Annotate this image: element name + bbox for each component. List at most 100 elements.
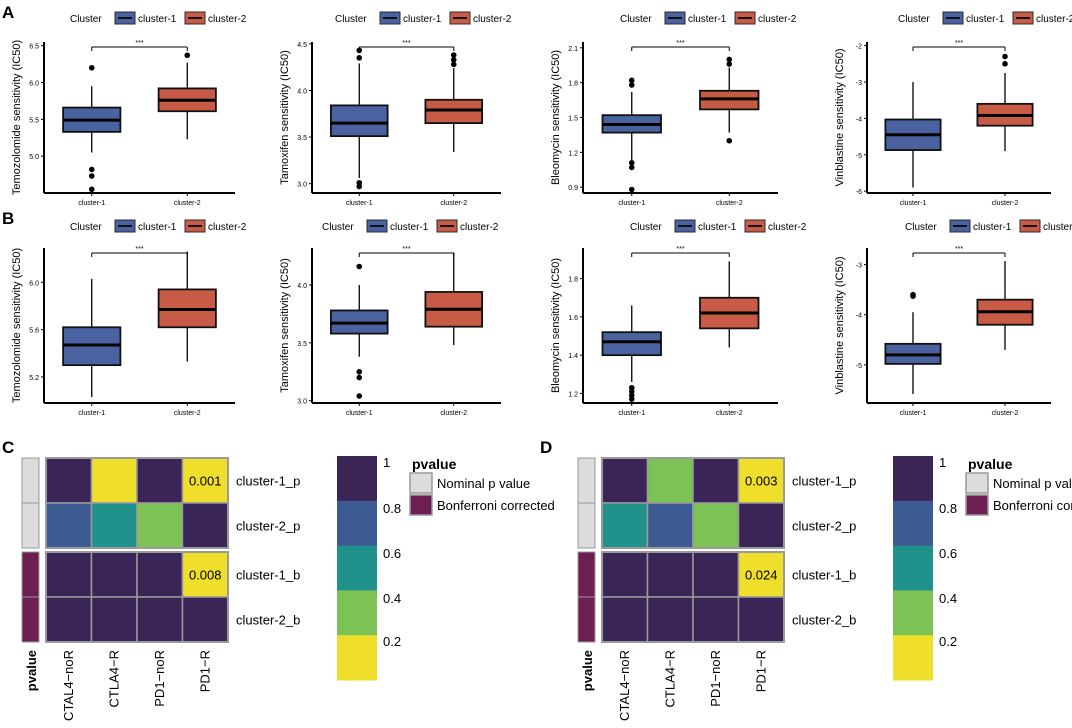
outlier-point (450, 56, 457, 63)
boxplot-b-2: Cluster cluster-1 cluster-2 3.0 3.5 4.0 Tamoxi… (279, 219, 501, 417)
heatmap-cell (646, 502, 694, 549)
annotation-cell-bonferroni (21, 596, 40, 643)
heatmap-cell (45, 551, 93, 598)
colorbar-segment (893, 635, 933, 681)
legend-label-cluster-2: cluster-2 (1043, 222, 1072, 233)
heatmap-cell (45, 502, 93, 549)
y-axis-title: Temozolomide sensitivity (IC50) (11, 248, 23, 403)
heatmap-cell (646, 457, 694, 504)
outlier-point (184, 52, 191, 59)
y-tick-label: 3.5 (297, 135, 307, 142)
heatmap-cell (136, 551, 184, 598)
x-tick-label-cluster-1: cluster-1 (900, 200, 927, 207)
legend-swatch-bonferroni (409, 494, 433, 516)
box-cluster-1 (329, 47, 389, 190)
y-tick-label: 5.6 (29, 328, 39, 335)
box-cluster-2 (157, 251, 217, 362)
y-tick-label: 5.5 (29, 117, 39, 124)
row-label-cluster-2_b: cluster-2_b (792, 613, 856, 628)
y-axis-title: Bleomycin sensitivity (IC50) (550, 258, 562, 393)
outlier-point (88, 166, 95, 173)
box-cluster-2 (699, 261, 760, 348)
box-cluster-2 (424, 52, 483, 152)
colorbar-tick-label: 0.4 (383, 591, 401, 606)
annotation-cell-nominal (21, 457, 40, 504)
outlier-point (450, 61, 457, 68)
outlier-point (356, 183, 363, 190)
legend-swatch-bonferroni (965, 494, 989, 516)
colorbar-segment (337, 590, 377, 636)
annotation-cell-nominal (577, 457, 596, 504)
boxplot-a-3: Cluster cluster-1 cluster-2 0.9 1.2 1.5 1.8 2.1… (550, 11, 797, 207)
y-axis-title: Temozolomide sensitivity (IC50) (11, 40, 23, 195)
colorbar-segment (893, 456, 933, 502)
x-tick-label-cluster-2: cluster-2 (992, 410, 1019, 417)
legend-label-nominal: Nominal p value (437, 476, 530, 491)
y-tick-label: -4 (856, 313, 862, 320)
y-tick-label: 1.2 (568, 150, 578, 157)
outlier-point (356, 368, 363, 375)
pvalue-legend-title: pvalue (412, 456, 457, 472)
heatmap-cell (692, 502, 740, 549)
box-cluster-1 (884, 82, 942, 188)
legend-label-cluster-1: cluster-1 (966, 14, 1005, 25)
column-label: PD1−R (753, 650, 768, 692)
y-axis-title: Bleomycin sensitivity (IC50) (550, 50, 562, 185)
heatmap-cell (90, 596, 138, 643)
panel-label-d: D (540, 438, 552, 457)
heatmap-cell (601, 551, 649, 598)
colorbar-segment (337, 456, 377, 502)
column-label: CTAL4−noR (61, 650, 76, 721)
legend-title: Cluster (898, 14, 930, 25)
y-axis-title: Vinblastine sensitivity (IC50) (834, 257, 846, 395)
x-tick-label-cluster-2: cluster-2 (716, 410, 743, 417)
panel-label-c: C (2, 438, 14, 457)
legend-label-cluster-2: cluster-2 (768, 222, 807, 233)
row-label-cluster-1_b: cluster-1_b (792, 568, 856, 583)
box-cluster-1 (62, 64, 122, 193)
heatmap-panel-d: 0.003 cluster-1_p cluster-2_p 0.024 cluster-… (577, 455, 1072, 721)
heatmap-cell (601, 502, 649, 549)
y-axis-title: Tamoxifen sensitivity (IC50) (279, 258, 291, 393)
colorbar-segment (337, 500, 377, 547)
heatmap-cell (45, 457, 93, 504)
colorbar-tick-label: 0.6 (939, 546, 957, 561)
heatmap-cell (136, 457, 184, 504)
outlier-point (628, 164, 635, 171)
colorbar-segment (893, 500, 933, 547)
legend-label-cluster-2: cluster-2 (208, 14, 247, 25)
y-tick-label: 4.0 (297, 88, 307, 95)
y-tick-label: 6.0 (29, 280, 39, 287)
annotation-cell-nominal (21, 502, 40, 549)
y-axis-title: Vinblastine sensitivity (IC50) (834, 49, 846, 187)
legend-label-cluster-2: cluster-2 (473, 14, 512, 25)
colorbar-tick-label: 1 (939, 455, 946, 470)
legend-title: Cluster (70, 14, 102, 25)
outlier-point (1002, 53, 1008, 60)
panel-label-a: A (2, 3, 14, 22)
outlier-point (726, 61, 733, 67)
y-tick-label: 4.5 (297, 42, 307, 49)
legend-title: Cluster (322, 222, 354, 233)
outlier-point (1002, 61, 1008, 67)
significance-stars: *** (676, 246, 684, 253)
colorbar-segment (337, 545, 377, 591)
legend-title: Cluster (630, 222, 662, 233)
x-tick-label-cluster-2: cluster-2 (174, 200, 201, 207)
box-cluster-1 (601, 77, 662, 193)
heatmap-cell (90, 551, 138, 598)
outlier-point (628, 396, 635, 402)
significance-stars: *** (402, 40, 410, 47)
x-tick-label-cluster-2: cluster-2 (716, 200, 743, 207)
heatmap-cell (601, 596, 649, 643)
legend-label-cluster-1: cluster-1 (403, 14, 442, 25)
y-tick-label: 1.6 (568, 315, 578, 322)
y-tick-label: 1.8 (568, 81, 578, 88)
box-cluster-1 (62, 278, 122, 398)
y-tick-label: -3 (856, 263, 862, 270)
pvalue-legend-title: pvalue (968, 456, 1013, 472)
column-label: CTAL4−noR (617, 650, 632, 721)
legend-label-cluster-2: cluster-2 (758, 14, 797, 25)
column-label: CTLA4−R (106, 650, 121, 707)
